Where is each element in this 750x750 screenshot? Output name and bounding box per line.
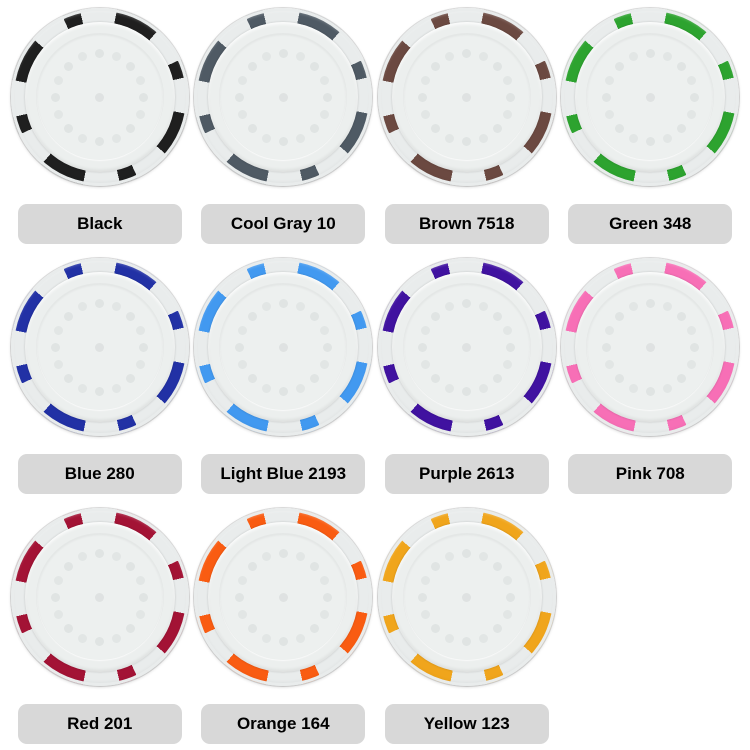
chip-color-name: Brown 7518 [419,214,515,233]
chip-color-label: Brown 7518 [384,204,549,244]
chip-dimples-icon [278,92,288,102]
poker-chip-image [194,8,373,186]
chip-color-label: Black [17,204,182,244]
chip-option-pink-708[interactable]: Pink 708 [559,256,743,506]
chip-dimples-icon [278,342,288,352]
chip-option-light-blue-2193[interactable]: Light Blue 2193 [192,256,376,506]
chip-color-label: Cool Gray 10 [201,204,366,244]
chip-option-purple-2613[interactable]: Purple 2613 [375,256,559,506]
poker-chip-image [377,8,556,186]
chip-inner-circle [36,284,163,410]
chip-color-name: Cool Gray 10 [230,214,336,233]
chip-color-name: Green 348 [609,214,692,233]
chip-inner-circle [36,34,163,160]
chip-face [208,522,359,672]
poker-chip-image [194,508,373,686]
chip-color-name: Blue 280 [64,464,135,483]
chip-face [575,22,726,172]
chip-color-label: Orange 164 [201,704,366,744]
chip-color-name: Orange 164 [236,714,330,733]
chip-dimples-icon [462,342,472,352]
chip-color-name: Light Blue 2193 [220,464,347,483]
chip-inner-circle [403,534,530,660]
poker-chip-image [561,8,740,186]
poker-chip-image [194,258,373,436]
chip-dimples-icon [462,92,472,102]
chip-color-name: Pink 708 [615,464,685,483]
poker-chip-image [10,508,189,686]
chip-option-yellow-123[interactable]: Yellow 123 [375,506,559,750]
chip-inner-circle [403,284,530,410]
chip-dimples-icon [645,342,655,352]
poker-chip-image [377,258,556,436]
poker-chip-image [377,508,556,686]
chip-inner-circle [403,34,530,160]
chip-color-label: Green 348 [568,204,733,244]
chip-face [24,522,175,672]
chip-dimples-icon [95,592,105,602]
chip-color-label: Blue 280 [17,454,182,494]
chip-color-name: Black [77,214,123,233]
chip-dimples-icon [645,92,655,102]
chip-dimples-icon [95,342,105,352]
chip-face [208,22,359,172]
chip-dimples-icon [278,592,288,602]
poker-chip-image [10,258,189,436]
chip-inner-circle [220,534,347,660]
poker-chip-image [10,8,189,186]
chip-option-cool-gray-10[interactable]: Cool Gray 10 [192,6,376,256]
chip-color-name: Yellow 123 [423,714,510,733]
chip-color-label: Light Blue 2193 [201,454,366,494]
chip-option-green-348[interactable]: Green 348 [559,6,743,256]
chip-option-orange-164[interactable]: Orange 164 [192,506,376,750]
chip-inner-circle [587,34,714,160]
chip-inner-circle [220,284,347,410]
chip-face [208,272,359,422]
chip-face [391,22,542,172]
chip-option-brown-7518[interactable]: Brown 7518 [375,6,559,256]
chip-dimples-icon [95,92,105,102]
chip-color-name: Purple 2613 [419,464,515,483]
chip-color-label: Red 201 [17,704,182,744]
chip-face [24,272,175,422]
chip-dimples-icon [462,592,472,602]
chip-option-red-201[interactable]: Red 201 [8,506,192,750]
chip-inner-circle [36,534,163,660]
chip-option-black[interactable]: Black [8,6,192,256]
chip-face [391,522,542,672]
poker-chip-image [561,258,740,436]
chip-option-blue-280[interactable]: Blue 280 [8,256,192,506]
chip-inner-circle [220,34,347,160]
chip-face [391,272,542,422]
chip-color-label: Purple 2613 [384,454,549,494]
chip-inner-circle [587,284,714,410]
chip-color-label: Yellow 123 [384,704,549,744]
chip-face [575,272,726,422]
chip-color-name: Red 201 [67,714,133,733]
chip-face [24,22,175,172]
chip-color-label: Pink 708 [568,454,733,494]
